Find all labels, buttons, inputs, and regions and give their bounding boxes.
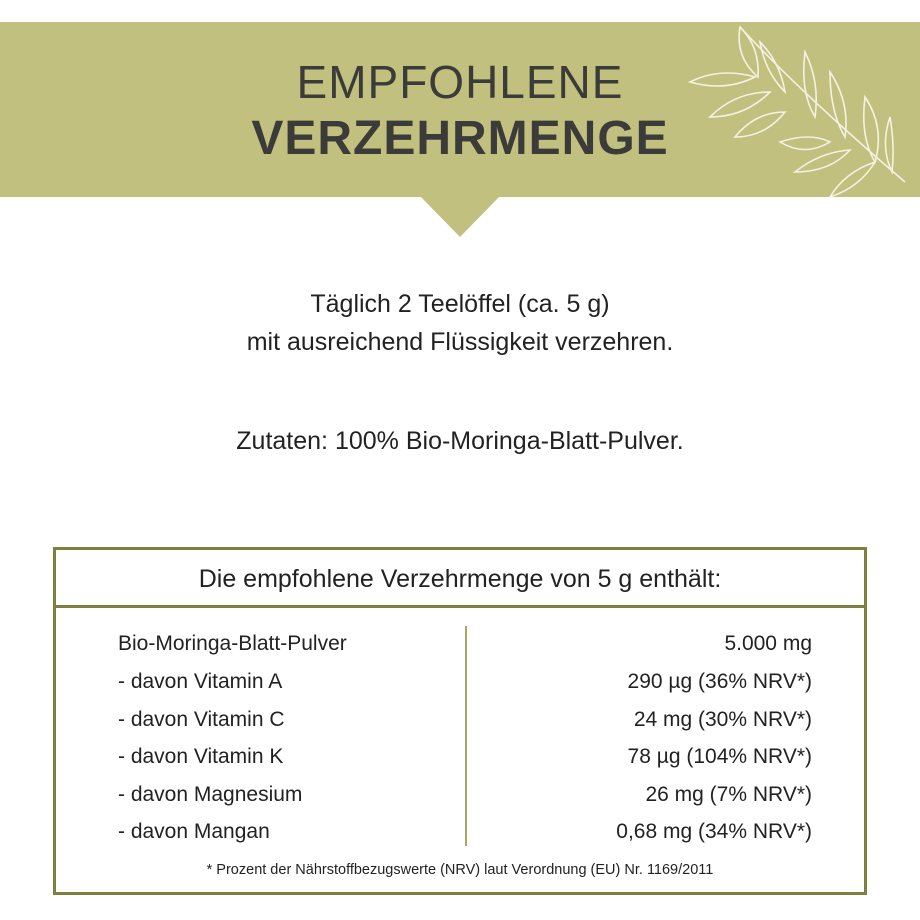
row-label: - davon Vitamin C [118, 708, 285, 731]
table-row: - davon Magnesium 26 mg (7% NRV*) [118, 783, 812, 821]
dosage-line-1: Täglich 2 Teelöffel (ca. 5 g) [310, 290, 610, 318]
leaf-branch-icon [687, 25, 906, 197]
table-row: - davon Vitamin A 290 µg (36% NRV*) [118, 670, 812, 708]
nutrition-table-heading: Die empfohlene Verzehrmenge von 5 g enth… [56, 550, 864, 608]
row-label: - davon Vitamin K [118, 745, 284, 768]
dosage-line-2: mit ausreichend Flüssigkeit verzehren. [246, 328, 674, 356]
row-label: - davon Magnesium [118, 783, 303, 806]
row-value: 0,68 mg (34% NRV*) [616, 820, 812, 843]
table-row: - davon Vitamin C 24 mg (30% NRV*) [118, 708, 812, 746]
nutrition-table: Die empfohlene Verzehrmenge von 5 g enth… [53, 547, 867, 895]
title-line-1: EMPFOHLENE [296, 56, 624, 108]
row-label: - davon Vitamin A [118, 670, 283, 693]
row-value: 78 µg (104% NRV*) [627, 745, 812, 768]
row-value: 24 mg (30% NRV*) [633, 708, 812, 731]
row-label: - davon Mangan [118, 820, 270, 843]
title-line-2: VERZEHRMENGE [251, 112, 669, 165]
table-row: Bio-Moringa-Blatt-Pulver 5.000 mg [118, 632, 812, 670]
row-value: 5.000 mg [724, 632, 812, 655]
row-value: 290 µg (36% NRV*) [627, 670, 812, 693]
row-label: Bio-Moringa-Blatt-Pulver [118, 632, 347, 655]
banner-pointer [420, 196, 500, 237]
footnote: * Prozent der Nährstoffbezugswerte (NRV)… [206, 862, 714, 878]
ingredients: Zutaten: 100% Bio-Moringa-Blatt-Pulver. [236, 427, 684, 455]
table-row: - davon Mangan 0,68 mg (34% NRV*) [118, 820, 812, 858]
table-row: - davon Vitamin K 78 µg (104% NRV*) [118, 745, 812, 783]
row-value: 26 mg (7% NRV*) [645, 783, 812, 806]
header-banner [0, 22, 920, 197]
dosage-instructions: Täglich 2 Teelöffel (ca. 5 g) mit ausrei… [0, 285, 920, 361]
column-divider [465, 626, 467, 846]
